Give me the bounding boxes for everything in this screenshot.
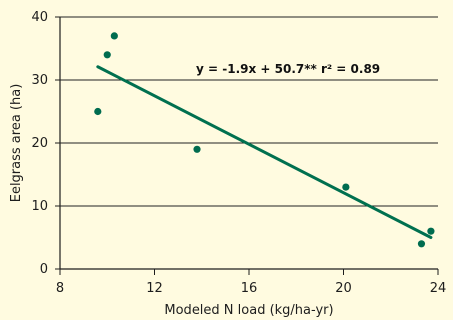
y-tick-label: 0 bbox=[40, 262, 48, 277]
y-tick-label: 40 bbox=[31, 10, 48, 25]
data-point bbox=[110, 32, 118, 40]
y-axis-title: Eelgrass area (ha) bbox=[9, 84, 24, 203]
x-tick-label: 12 bbox=[146, 281, 163, 296]
y-tick-label: 30 bbox=[31, 73, 48, 88]
x-tick-label: 8 bbox=[56, 281, 64, 296]
x-tick-label: 20 bbox=[335, 281, 352, 296]
x-tick-label: 24 bbox=[430, 281, 447, 296]
data-point bbox=[342, 183, 350, 191]
data-point bbox=[417, 240, 426, 248]
trendline bbox=[96, 65, 433, 239]
data-point bbox=[193, 145, 201, 153]
data-point bbox=[427, 227, 435, 235]
regression-equation: y = -1.9x + 50.7** r² = 0.89 bbox=[196, 62, 380, 76]
data-point bbox=[103, 51, 111, 59]
data-points bbox=[94, 32, 435, 248]
y-axis-ticks: 0 10 20 30 40 bbox=[31, 10, 60, 277]
data-point bbox=[94, 107, 102, 116]
x-axis-title: Modeled N load (kg/ha-yr) bbox=[164, 303, 333, 318]
x-axis-ticks: 8 12 16 20 24 bbox=[56, 269, 446, 296]
x-tick-label: 16 bbox=[241, 281, 258, 296]
y-tick-label: 20 bbox=[31, 136, 48, 151]
y-tick-label: 10 bbox=[31, 199, 48, 214]
